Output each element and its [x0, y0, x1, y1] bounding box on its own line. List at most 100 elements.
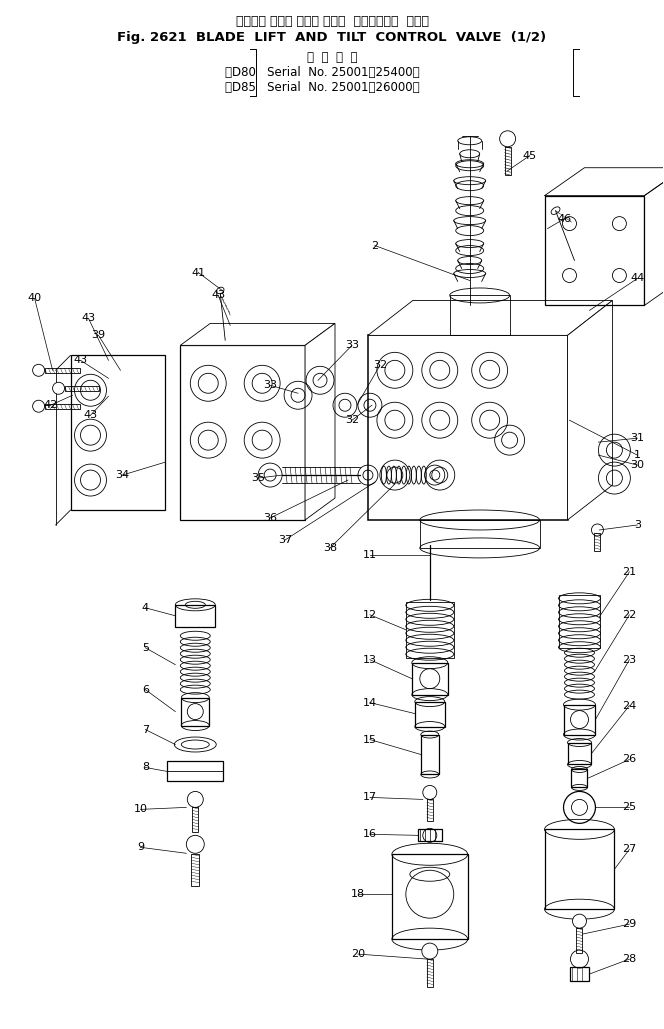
Bar: [570, 967, 590, 981]
Circle shape: [52, 383, 64, 394]
Bar: [64, 386, 100, 391]
Bar: [175, 605, 215, 627]
Text: 12: 12: [363, 610, 377, 619]
Text: 21: 21: [622, 567, 636, 577]
Bar: [505, 147, 511, 175]
Text: 4: 4: [142, 603, 149, 613]
Text: 44: 44: [630, 274, 645, 284]
Text: 20: 20: [351, 949, 365, 959]
Bar: [418, 829, 442, 842]
Text: 27: 27: [622, 845, 637, 854]
Text: 16: 16: [363, 829, 377, 840]
Bar: [427, 959, 433, 987]
Text: 25: 25: [622, 803, 636, 812]
Bar: [406, 602, 454, 658]
Circle shape: [499, 131, 516, 147]
Text: 30: 30: [630, 460, 644, 470]
Text: 37: 37: [278, 535, 292, 545]
Text: 42: 42: [43, 400, 58, 411]
Bar: [392, 854, 467, 939]
Text: 7: 7: [142, 724, 149, 735]
Text: （D85   Serial  No. 25001～26000）: （D85 Serial No. 25001～26000）: [224, 81, 420, 94]
Bar: [594, 533, 600, 551]
Bar: [576, 928, 582, 953]
Text: 46: 46: [558, 214, 572, 223]
Text: 24: 24: [622, 701, 637, 711]
Text: 26: 26: [622, 754, 636, 765]
Bar: [420, 520, 540, 547]
Bar: [421, 735, 439, 775]
Bar: [44, 368, 80, 374]
Bar: [44, 404, 80, 410]
Polygon shape: [305, 323, 335, 520]
Text: 3: 3: [634, 520, 641, 530]
Text: 41: 41: [191, 268, 205, 278]
Circle shape: [422, 944, 438, 959]
Bar: [544, 829, 614, 910]
Text: ブレード リフト および チルト  コントロール  バルブ: ブレード リフト および チルト コントロール バルブ: [236, 15, 428, 28]
Text: （D80   Serial  No. 25001～25400）: （D80 Serial No. 25001～25400）: [224, 66, 420, 79]
Bar: [572, 770, 588, 787]
Text: 43: 43: [211, 290, 225, 300]
Text: 1: 1: [634, 450, 641, 460]
Text: 13: 13: [363, 654, 377, 665]
Bar: [558, 595, 600, 647]
Circle shape: [33, 364, 44, 377]
Text: 40: 40: [28, 293, 42, 304]
Bar: [564, 705, 596, 735]
Text: 2: 2: [371, 241, 378, 251]
Text: 11: 11: [363, 549, 377, 560]
Circle shape: [187, 836, 205, 853]
Circle shape: [258, 463, 282, 487]
Text: 43: 43: [74, 355, 88, 365]
Bar: [70, 355, 165, 510]
Text: 17: 17: [363, 792, 377, 803]
Text: 32: 32: [345, 415, 359, 425]
Text: 38: 38: [323, 543, 337, 553]
Circle shape: [572, 914, 586, 928]
Polygon shape: [568, 300, 612, 520]
Bar: [167, 761, 223, 781]
Bar: [191, 854, 199, 886]
Text: 39: 39: [92, 330, 106, 341]
Circle shape: [592, 524, 604, 536]
Text: 34: 34: [116, 470, 129, 481]
Text: 6: 6: [142, 684, 149, 695]
Text: 14: 14: [363, 698, 377, 708]
Text: 31: 31: [630, 433, 644, 443]
Bar: [412, 663, 448, 695]
Text: 33: 33: [345, 341, 359, 350]
Text: 9: 9: [137, 843, 144, 852]
Text: 43: 43: [82, 314, 96, 323]
Text: 28: 28: [622, 954, 637, 964]
Bar: [368, 335, 568, 520]
Bar: [544, 196, 644, 306]
Bar: [427, 800, 433, 821]
Bar: [568, 743, 592, 765]
Text: 8: 8: [142, 762, 149, 773]
Text: 33: 33: [263, 381, 277, 390]
Text: 35: 35: [251, 473, 265, 483]
Text: 29: 29: [622, 919, 637, 929]
Bar: [450, 295, 510, 335]
Text: 10: 10: [133, 805, 147, 814]
Polygon shape: [368, 300, 612, 335]
Circle shape: [423, 785, 437, 800]
Text: 45: 45: [523, 151, 537, 161]
Bar: [181, 346, 305, 520]
Text: Fig. 2621  BLADE  LIFT  AND  TILT  CONTROL  VALVE  (1/2): Fig. 2621 BLADE LIFT AND TILT CONTROL VA…: [118, 31, 546, 44]
Text: 5: 5: [142, 643, 149, 652]
Text: 23: 23: [622, 654, 636, 665]
Circle shape: [33, 400, 44, 413]
Text: 22: 22: [622, 610, 637, 619]
Bar: [193, 808, 199, 832]
Polygon shape: [181, 323, 335, 346]
Text: 15: 15: [363, 735, 377, 745]
Text: 18: 18: [351, 889, 365, 899]
Circle shape: [187, 791, 203, 808]
Text: 43: 43: [84, 411, 98, 420]
Text: 32: 32: [373, 360, 387, 370]
Circle shape: [564, 791, 596, 823]
Text: 適  用  号  機: 適 用 号 機: [307, 51, 357, 64]
Text: 36: 36: [263, 513, 277, 523]
